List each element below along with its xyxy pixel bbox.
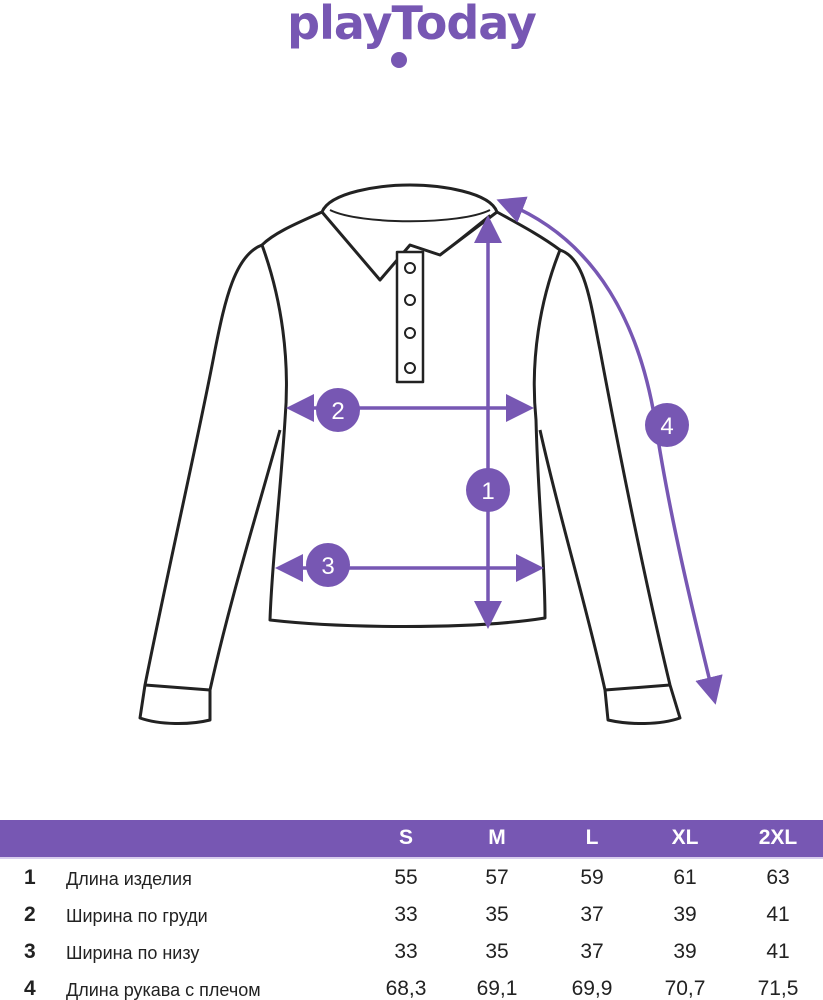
table-row: 4 Длина рукава с плечом 68,3 69,1 69,9 70,7 71… <box>0 970 823 1000</box>
row-value: 41 <box>766 940 790 963</box>
row-value: 70,7 <box>664 977 706 1000</box>
table-row: 2 Ширина по груди 33 35 37 39 41 <box>0 896 823 933</box>
row-value: 71,5 <box>757 977 799 1000</box>
row-number: 4 <box>24 977 36 1000</box>
marker-4: 4 <box>645 403 689 447</box>
svg-text:1: 1 <box>481 478 494 505</box>
row-value: 35 <box>485 903 509 926</box>
row-value: 69,1 <box>476 977 518 1000</box>
row-value: 39 <box>673 940 697 963</box>
row-value: 68,3 <box>385 977 427 1000</box>
marker-3: 3 <box>306 543 350 587</box>
logo-text: playToday <box>287 0 537 50</box>
row-number: 1 <box>24 866 36 889</box>
svg-text:4: 4 <box>660 413 673 440</box>
row-label: Ширина по груди <box>66 906 208 926</box>
logo-dot <box>391 52 407 68</box>
svg-text:3: 3 <box>321 553 334 580</box>
svg-text:2: 2 <box>331 398 344 425</box>
table-row: 1 Длина изделия 55 57 59 61 63 <box>0 859 823 896</box>
size-m: M <box>488 826 506 849</box>
size-l: L <box>585 826 599 849</box>
row-value: 35 <box>485 940 509 963</box>
size-2xl: 2XL <box>758 826 798 849</box>
arrow-sleeve-length <box>496 196 723 705</box>
marker-1: 1 <box>466 468 510 512</box>
row-value: 69,9 <box>571 977 613 1000</box>
marker-2: 2 <box>316 388 360 432</box>
row-value: 33 <box>394 940 418 963</box>
row-number: 2 <box>24 903 36 926</box>
row-value: 63 <box>766 866 790 889</box>
row-label: Длина изделия <box>66 869 192 889</box>
size-table: S M L XL 2XL 1 Длина изделия 55 57 59 61 63 2 Ши… <box>0 820 823 1000</box>
row-label: Ширина по низу <box>66 943 200 963</box>
markers: 2 3 1 4 <box>306 388 689 587</box>
row-value: 41 <box>766 903 790 926</box>
shirt-diagram: 2 3 1 4 <box>138 183 723 726</box>
row-value: 33 <box>394 903 418 926</box>
row-value: 39 <box>673 903 697 926</box>
table-row: 3 Ширина по низу 33 35 37 39 41 <box>0 933 823 970</box>
row-value: 61 <box>673 866 697 889</box>
size-header: S M L XL 2XL <box>0 820 823 859</box>
row-value: 59 <box>580 866 604 889</box>
row-value: 37 <box>580 940 604 963</box>
size-xl: XL <box>671 826 699 849</box>
row-number: 3 <box>24 940 36 963</box>
row-value: 57 <box>485 866 509 889</box>
row-label: Длина рукава с плечом <box>66 980 261 1000</box>
row-value: 55 <box>394 866 418 889</box>
shirt-outline <box>138 183 682 726</box>
size-s: S <box>398 826 414 849</box>
row-value: 37 <box>580 903 604 926</box>
